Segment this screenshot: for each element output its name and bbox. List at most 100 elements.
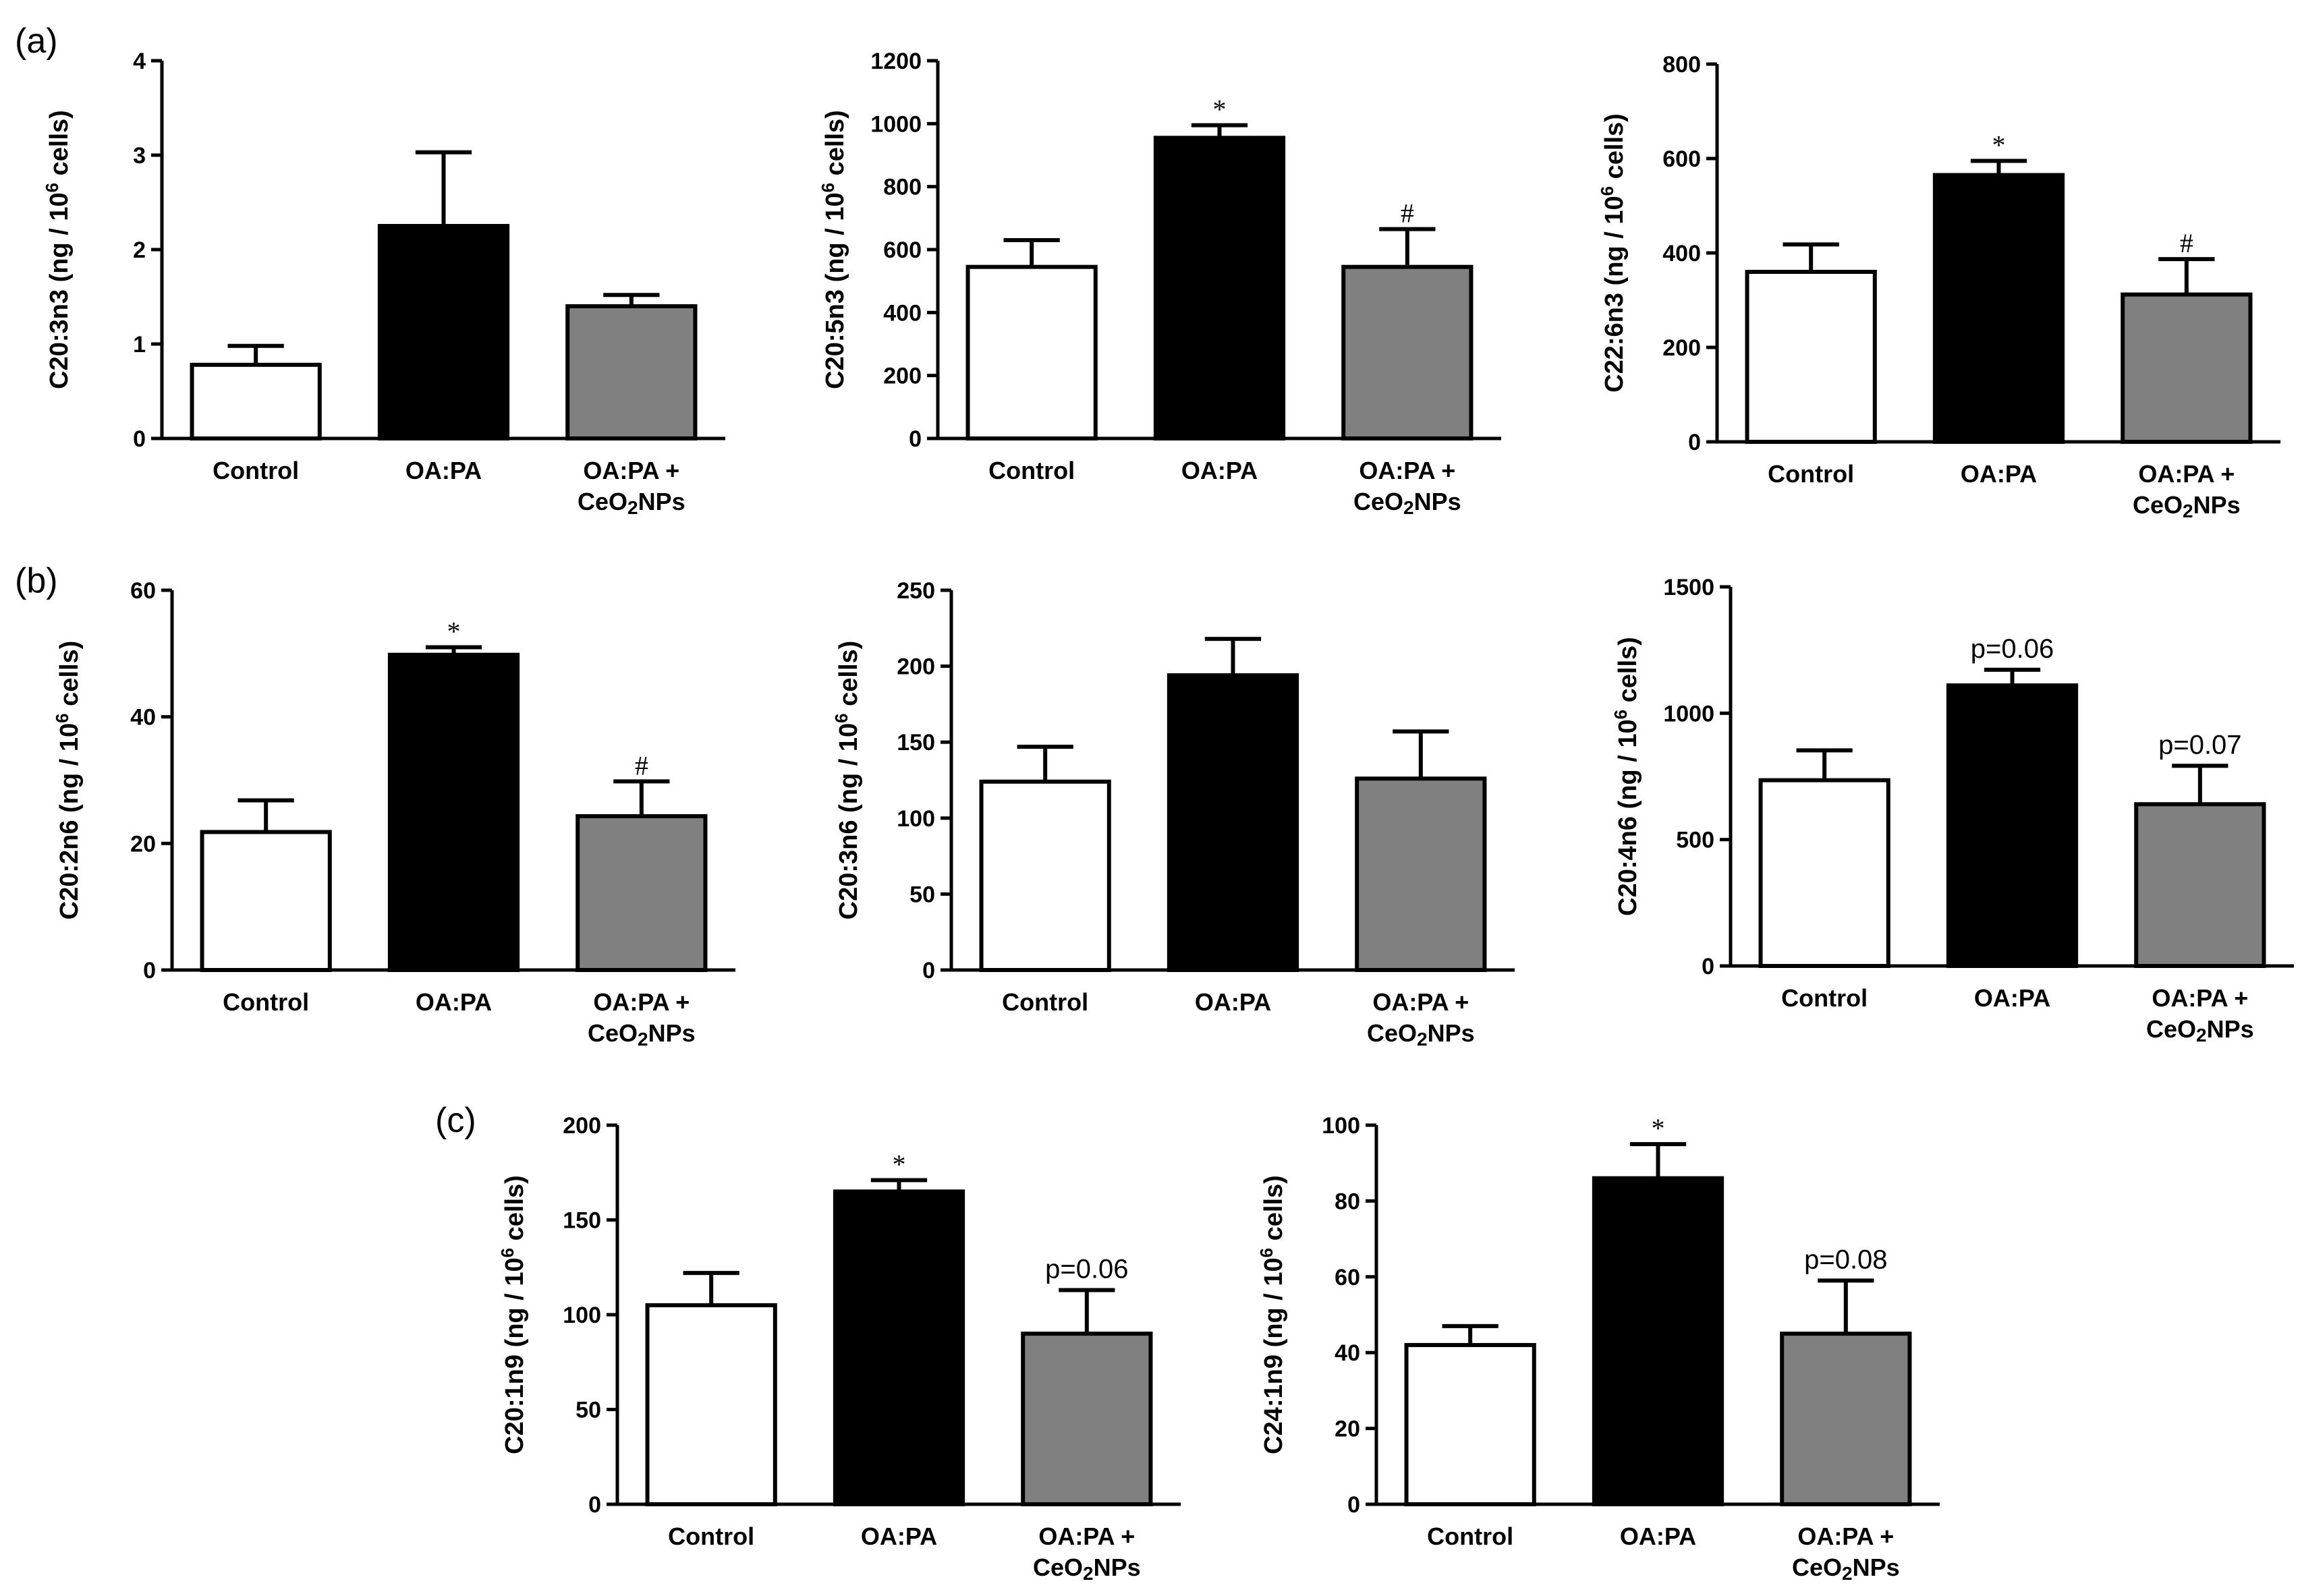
annotation: * bbox=[1213, 94, 1227, 125]
bar-oa-pa bbox=[1153, 136, 1286, 440]
bar-control bbox=[1758, 778, 1890, 968]
bar-oa-pa-ceo2nps bbox=[2121, 292, 2253, 444]
annotation: p=0.07 bbox=[2158, 730, 2241, 760]
chart-a1: 0 1 2 3 4 C20:3n3 (ng / 106 cells) Control OA:P… bbox=[42, 49, 725, 518]
y-tick-label: 200 bbox=[563, 1113, 601, 1139]
y-tick-label: 40 bbox=[130, 705, 156, 731]
chart-b1: 0 20 40 60 C20:2n6 (ng / 106 cells) Control * O… bbox=[52, 578, 735, 1050]
x-category-label: CeO2NPs bbox=[578, 488, 685, 518]
y-axis-label: C20:3n3 (ng / 106 cells) bbox=[42, 110, 74, 389]
x-category-label: Control bbox=[1781, 984, 1868, 1012]
y-tick-label: 1000 bbox=[870, 111, 922, 137]
chart-a2: 0 200 400 600 800 1000 1200 C20:5n3 (ng / 106 c… bbox=[818, 49, 1501, 518]
x-category-label: OA:PA + bbox=[2138, 460, 2235, 488]
y-axis-label: C24:1n9 (ng / 106 cells) bbox=[1256, 1175, 1288, 1454]
bar-oa-pa-ceo2nps bbox=[565, 304, 698, 440]
bar-oa-pa-ceo2nps bbox=[2134, 802, 2266, 969]
y-tick-label: 600 bbox=[883, 237, 922, 263]
y-tick-label: 150 bbox=[897, 730, 935, 756]
bar-oa-pa bbox=[833, 1189, 965, 1506]
y-tick-label: 150 bbox=[563, 1208, 601, 1234]
x-category-label: Control bbox=[213, 457, 299, 484]
x-category-label: Control bbox=[1768, 460, 1854, 488]
y-axis-label: C20:3n6 (ng / 106 cells) bbox=[831, 641, 863, 920]
y-tick-label: 60 bbox=[1335, 1265, 1360, 1290]
y-axis-label: C20:1n9 (ng / 106 cells) bbox=[497, 1175, 529, 1454]
x-category-label: CeO2NPs bbox=[1367, 1019, 1475, 1050]
y-tick-label: 800 bbox=[1662, 52, 1701, 78]
bar-oa-pa-ceo2nps bbox=[1355, 776, 1487, 973]
y-axis-label: C22:6n3 (ng / 106 cells) bbox=[1597, 113, 1629, 393]
y-tick-label: 50 bbox=[576, 1398, 601, 1423]
annotation: * bbox=[893, 1149, 906, 1179]
chart-c1: 0 50 100 150 200 C20:1n9 (ng / 106 cells) Cont… bbox=[497, 1113, 1181, 1584]
bar-oa-pa-ceo2nps bbox=[1780, 1332, 1912, 1506]
y-tick-label: 500 bbox=[1676, 828, 1714, 853]
x-category-label: OA:PA bbox=[1974, 984, 2050, 1012]
x-category-label: OA:PA bbox=[416, 988, 492, 1016]
x-category-label: OA:PA + bbox=[583, 457, 679, 484]
bar-control bbox=[190, 362, 322, 440]
bar-oa-pa bbox=[1167, 673, 1299, 972]
annotation: p=0.06 bbox=[1045, 1254, 1128, 1284]
x-category-label: CeO2NPs bbox=[2146, 1015, 2254, 1046]
y-axis-label: C20:2n6 (ng / 106 cells) bbox=[52, 641, 84, 920]
y-tick-label: 800 bbox=[883, 175, 922, 200]
x-category-label: OA:PA + bbox=[593, 988, 690, 1016]
x-category-label: Control bbox=[1427, 1522, 1513, 1550]
annotation: # bbox=[2180, 228, 2193, 258]
bar-oa-pa bbox=[1592, 1176, 1724, 1507]
x-category-label: Control bbox=[1002, 988, 1088, 1016]
y-tick-label: 1200 bbox=[870, 49, 922, 74]
bar-oa-pa bbox=[1932, 173, 2065, 444]
bar-control bbox=[200, 830, 332, 973]
chart-a3: 0 200 400 600 800 C22:6n3 (ng / 106 cells) Con… bbox=[1597, 52, 2280, 521]
x-category-label: OA:PA bbox=[1195, 988, 1271, 1016]
annotation: * bbox=[447, 616, 461, 646]
y-tick-label: 0 bbox=[143, 958, 156, 984]
y-tick-label: 600 bbox=[1662, 146, 1701, 172]
y-tick-label: 3 bbox=[133, 143, 146, 169]
panel-label-c: (c) bbox=[435, 1101, 476, 1140]
bar-control bbox=[965, 264, 1098, 440]
bar-oa-pa-ceo2nps bbox=[576, 814, 708, 972]
y-tick-label: 400 bbox=[883, 300, 922, 326]
x-category-label: CeO2NPs bbox=[1033, 1554, 1141, 1584]
annotation: p=0.06 bbox=[1971, 634, 2054, 664]
bar-oa-pa bbox=[1946, 683, 2079, 968]
x-category-label: OA:PA bbox=[405, 457, 482, 484]
bar-control bbox=[1404, 1342, 1536, 1506]
x-category-label: CeO2NPs bbox=[2133, 491, 2241, 521]
y-tick-label: 2 bbox=[133, 237, 146, 263]
panel-label-a: (a) bbox=[15, 22, 58, 61]
y-tick-label: 0 bbox=[1347, 1492, 1360, 1518]
y-tick-label: 80 bbox=[1335, 1189, 1360, 1214]
y-tick-label: 250 bbox=[897, 578, 935, 604]
y-tick-label: 0 bbox=[1688, 430, 1701, 455]
chart-b3: 0 500 1000 1500 C20:4n6 (ng / 106 cells) Cont… bbox=[1610, 575, 2294, 1046]
y-tick-label: 0 bbox=[133, 426, 146, 452]
y-tick-label: 0 bbox=[1702, 954, 1714, 979]
x-category-label: CeO2NPs bbox=[1353, 488, 1461, 518]
x-category-label: CeO2NPs bbox=[1792, 1554, 1900, 1584]
x-category-label: OA:PA + bbox=[1797, 1522, 1894, 1550]
chart-b2: 0 50 100 150 200 250 C20:3n6 (ng / 106 cells) C… bbox=[831, 578, 1515, 1050]
x-category-label: OA:PA bbox=[1181, 457, 1258, 484]
y-tick-label: 200 bbox=[883, 364, 922, 389]
x-category-label: OA:PA + bbox=[1038, 1522, 1135, 1550]
x-category-label: OA:PA + bbox=[1359, 457, 1455, 484]
bar-control bbox=[1745, 270, 1877, 444]
x-category-label: Control bbox=[668, 1522, 754, 1550]
y-tick-label: 0 bbox=[922, 958, 935, 984]
y-tick-label: 0 bbox=[909, 426, 922, 452]
bar-oa-pa bbox=[377, 224, 510, 440]
y-tick-label: 200 bbox=[897, 654, 935, 680]
bar-control bbox=[979, 779, 1111, 972]
y-tick-label: 100 bbox=[1322, 1113, 1360, 1139]
y-tick-label: 50 bbox=[909, 882, 935, 907]
x-category-label: OA:PA bbox=[1961, 460, 2037, 488]
x-category-label: OA:PA bbox=[1620, 1522, 1696, 1550]
x-category-label: OA:PA bbox=[861, 1522, 937, 1550]
annotation: p=0.08 bbox=[1804, 1245, 1887, 1274]
panel-label-b: (b) bbox=[15, 561, 58, 600]
